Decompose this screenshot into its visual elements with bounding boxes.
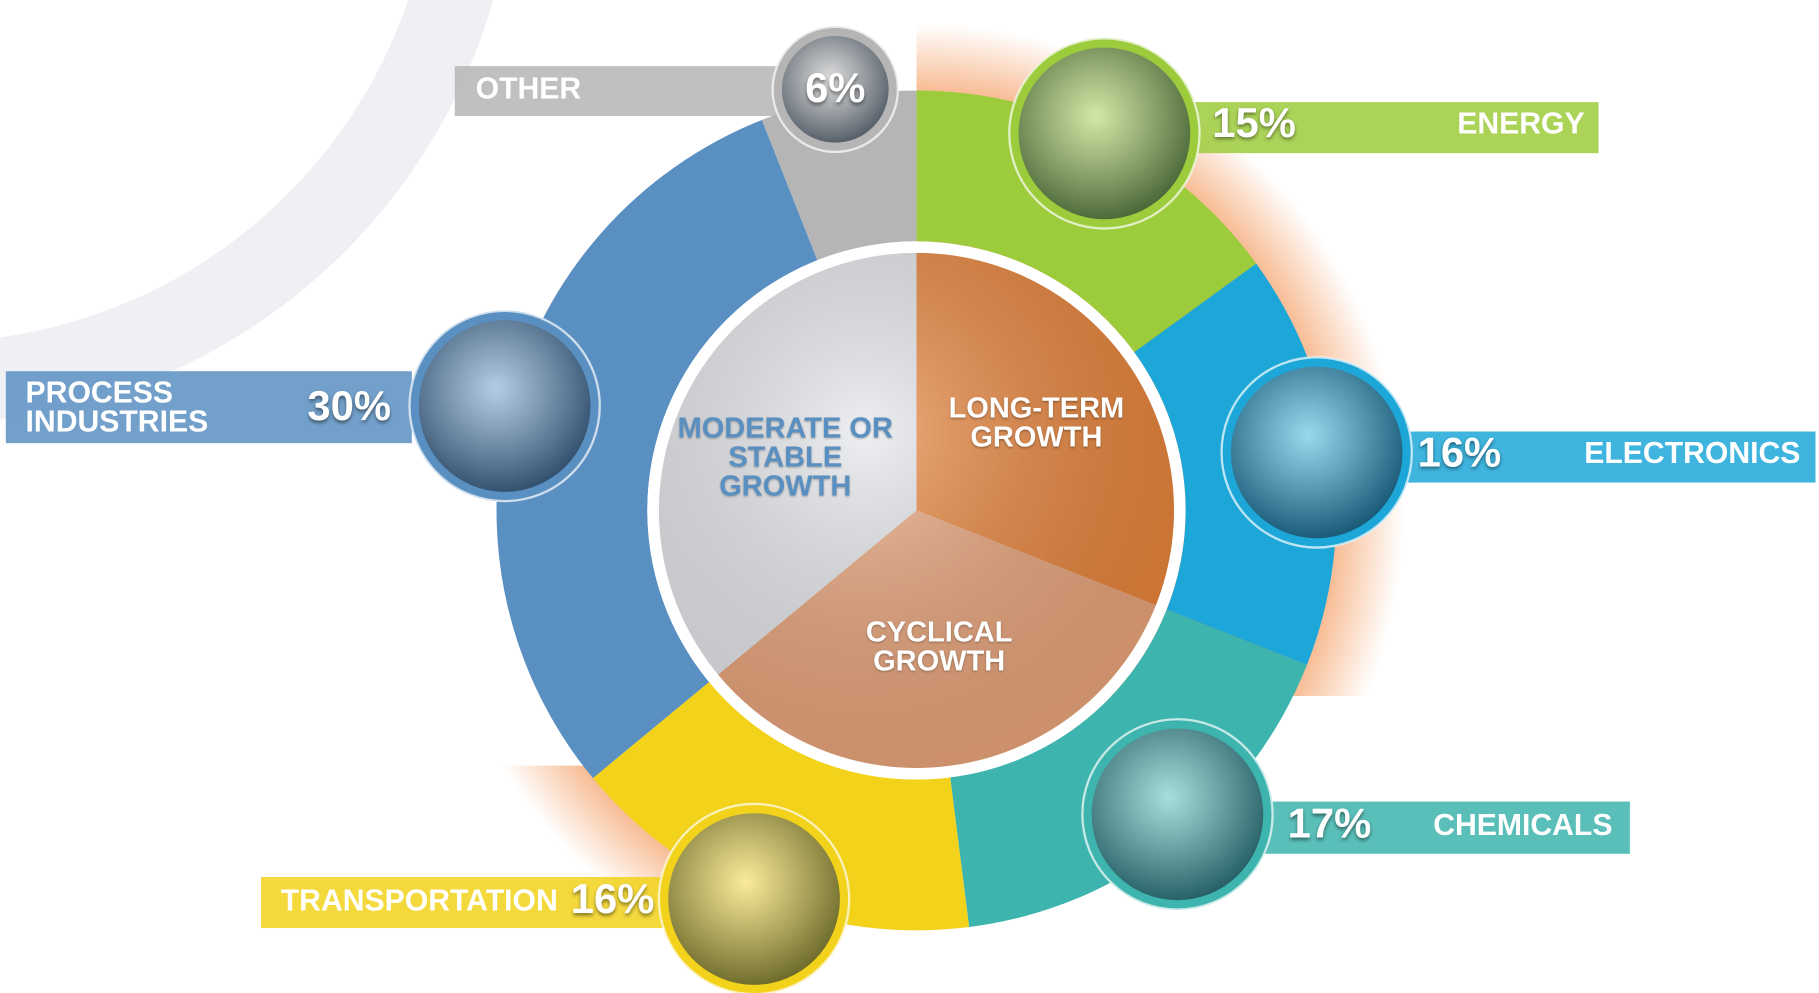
badge-ring: [1008, 37, 1201, 230]
badge-shade: [1230, 366, 1403, 539]
category-label-box: CHEMICALS: [1433, 810, 1613, 843]
value-label: 17%: [1287, 802, 1372, 847]
badge-shade: [1018, 47, 1191, 220]
inner-shade: [658, 252, 1174, 768]
value-label: 6%: [805, 67, 866, 112]
growth-label: MODERATE OR STABLE GROWTH: [677, 413, 893, 503]
category-label: ELECTRONICS: [1584, 438, 1801, 470]
category-label: PROCESS INDUSTRIES: [25, 378, 209, 440]
badge-shade: [1091, 728, 1264, 901]
badge-shade: [668, 813, 840, 985]
donut-segment: [592, 681, 970, 931]
value-label-box: 16%: [570, 878, 655, 923]
growth-label-box: LONG-TERM GROWTH: [948, 394, 1125, 454]
label-banner: [1160, 102, 1599, 154]
badge-shade: [781, 35, 889, 143]
value-label-box: 15%: [1212, 102, 1296, 147]
badge-shade: [418, 320, 591, 492]
value-label-box: 17%: [1287, 802, 1372, 847]
category-label: TRANSPORTATION: [280, 886, 558, 918]
value-label: 16%: [570, 878, 655, 923]
value-label: 15%: [1212, 102, 1296, 147]
category-label: CHEMICALS: [1433, 810, 1613, 843]
label-banner: [261, 876, 668, 929]
badge-ring: [1081, 718, 1274, 911]
growth-label: CYCLICAL GROWTH: [865, 618, 1013, 678]
value-label: 30%: [307, 385, 392, 430]
background-decor: [0, 0, 494, 420]
value-label: 16%: [1417, 431, 1502, 476]
badge-ring: [657, 802, 851, 993]
label-banner: [5, 371, 412, 444]
category-label-box: ENERGY: [1457, 109, 1585, 141]
value-label-box: 30%: [307, 385, 392, 430]
growth-label: LONG-TERM GROWTH: [948, 394, 1125, 454]
category-label-box: TRANSPORTATION: [280, 886, 558, 918]
growth-label-box: MODERATE OR STABLE GROWTH: [677, 413, 893, 503]
category-label: ENERGY: [1457, 109, 1585, 141]
growth-label-box: CYCLICAL GROWTH: [865, 618, 1013, 678]
category-label-box: PROCESS INDUSTRIES: [25, 378, 209, 440]
badge-ring: [771, 25, 900, 154]
badge-ring: [1220, 356, 1413, 549]
label-banner: [1368, 431, 1816, 483]
value-label-box: 6%: [805, 67, 866, 112]
label-banner: [1252, 801, 1630, 854]
donut-segment: [496, 119, 818, 779]
category-label: OTHER: [475, 74, 582, 106]
value-label-box: 16%: [1417, 431, 1502, 476]
badge-ring: [408, 309, 601, 503]
category-label-box: OTHER: [475, 74, 582, 106]
label-banner: [454, 66, 826, 117]
category-label-box: ELECTRONICS: [1584, 438, 1801, 470]
